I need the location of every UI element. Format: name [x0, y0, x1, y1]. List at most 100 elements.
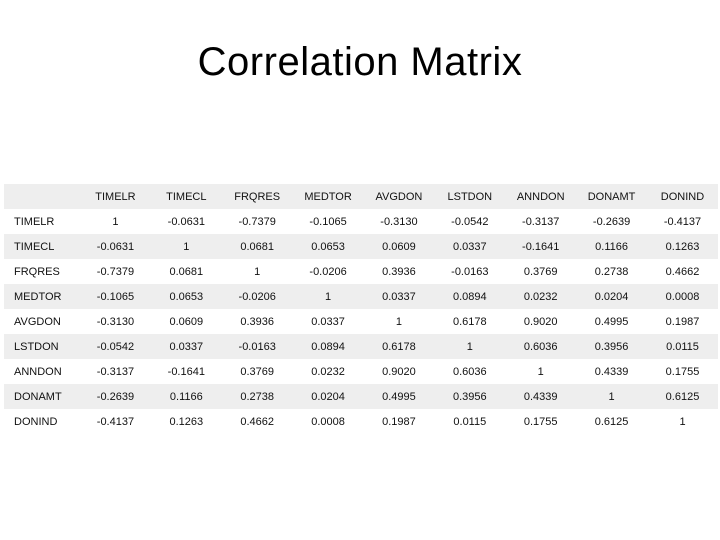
table-cell: 0.0204	[311, 390, 345, 403]
table-row: DONIND -0.4137 0.1263 0.4662 0.0008 0.1987 0.0…	[4, 409, 718, 434]
table-cell: -0.7379	[96, 265, 135, 278]
column-header: TIMECL	[166, 190, 207, 203]
table-cell: 0.3769	[240, 365, 275, 378]
table-cell: -0.7379	[238, 215, 276, 228]
row-header: MEDTOR	[14, 290, 62, 303]
table-cell: 0.4662	[665, 265, 700, 278]
table-cell: 1	[183, 240, 190, 253]
table-cell: -0.1065	[96, 290, 135, 303]
table-cell: 0.4995	[594, 315, 629, 328]
column-header: DONIND	[660, 190, 705, 203]
table-cell: 0.1755	[523, 415, 558, 428]
table-cell: 0.6178	[452, 315, 487, 328]
table-cell: 0.9020	[523, 315, 558, 328]
row-header: DONIND	[14, 415, 58, 428]
table-cell: 1	[395, 315, 402, 328]
table-cell: -0.3137	[522, 215, 560, 228]
table-row: LSTDON -0.0542 0.0337 -0.0163 0.0894 0.6178 1 0…	[4, 334, 718, 359]
table-row: DONAMT -0.2639 0.1166 0.2738 0.0204 0.4995 0.3…	[4, 384, 718, 409]
table-row: MEDTOR -0.1065 0.0653 -0.0206 1 0.0337 0.0894 0…	[4, 284, 718, 309]
table-cell: 0.3956	[452, 390, 487, 403]
column-header: DONAMT	[587, 190, 636, 203]
table-cell: -0.3137	[96, 365, 135, 378]
table-cell: 0.1166	[169, 390, 203, 403]
column-header: FRQRES	[234, 190, 281, 203]
table-header: TIMELR TIMECL FRQRES MEDTOR AVGDON LSTDON ANND…	[4, 184, 718, 209]
table-cell: 0.1166	[595, 240, 628, 253]
table-cell: -0.4137	[96, 415, 135, 428]
table-cell: 0.1755	[665, 365, 700, 378]
table-cell: 1	[325, 290, 332, 303]
corner-cell	[4, 184, 80, 209]
table-cell: -0.0631	[167, 215, 205, 228]
table-cell: 0.0008	[665, 290, 700, 303]
table-cell: 0.3936	[382, 265, 416, 278]
column-header: TIMELR	[95, 190, 136, 203]
page-title: Correlation Matrix	[197, 40, 523, 84]
table-row: TIMECL -0.0631 1 0.0681 0.0653 0.0609 0.0337 -0…	[4, 234, 718, 259]
table-cell: 0.0337	[452, 240, 487, 253]
table-cell: -0.1641	[522, 240, 560, 253]
table-cell: -0.1641	[167, 365, 205, 378]
table-row: AVGDON -0.3130 0.0609 0.3936 0.0337 1 0.6178 0.…	[4, 309, 718, 334]
table-cell: 0.0204	[594, 290, 629, 303]
column-header: ANNDON	[516, 190, 565, 203]
table-row: FRQRES -0.7379 0.0681 1 -0.0206 0.3936 -0.0163…	[4, 259, 718, 284]
table-cell: 0.2738	[240, 390, 275, 403]
table-cell: 1	[537, 365, 544, 378]
table-cell: 0.9020	[382, 365, 416, 378]
table-cell: 0.1987	[382, 415, 416, 428]
table-cell: 0.0653	[169, 290, 204, 303]
table-cell: 0.4339	[523, 390, 558, 403]
table-body: TIMELR 1 -0.0631 -0.7379 -0.1065 -0.3130 -0.05…	[4, 209, 718, 434]
table-cell: -0.0631	[96, 240, 135, 253]
table-cell: 0.1263	[169, 415, 204, 428]
row-header: TIMELR	[14, 215, 55, 228]
table-cell: 0.3769	[523, 265, 558, 278]
table-cell: 0.4662	[240, 415, 275, 428]
table-row: TIMELR 1 -0.0631 -0.7379 -0.1065 -0.3130 -0.05…	[4, 209, 718, 234]
table-cell: 0.0894	[452, 290, 487, 303]
table-cell: 1	[466, 340, 473, 353]
table-cell: 0.6125	[665, 390, 700, 403]
table-cell: 1	[679, 415, 686, 428]
table-row: ANNDON -0.3137 -0.1641 0.3769 0.0232 0.9020 0.…	[4, 359, 718, 384]
table-cell: 0.0115	[666, 340, 699, 353]
table-cell: 0.6178	[382, 340, 416, 353]
table-cell: -0.0206	[309, 265, 347, 278]
table-cell: 0.0681	[169, 265, 204, 278]
table-cell: 0.2738	[594, 265, 629, 278]
table-cell: 0.0232	[311, 365, 345, 378]
table-cell: 1	[254, 265, 261, 278]
table-cell: -0.1065	[309, 215, 347, 228]
table-cell: 0.0337	[169, 340, 204, 353]
row-header: ANNDON	[14, 365, 62, 378]
table-cell: 0.0337	[311, 315, 345, 328]
table-cell: -0.2639	[96, 390, 135, 403]
table-cell: 0.0337	[382, 290, 416, 303]
table-cell: 0.6036	[452, 365, 487, 378]
column-header: AVGDON	[375, 190, 423, 203]
table-cell: -0.2639	[592, 215, 631, 228]
table-cell: 1	[608, 390, 615, 403]
column-header: LSTDON	[447, 190, 493, 203]
table-cell: -0.0206	[238, 290, 276, 303]
table-cell: 0.1263	[665, 240, 700, 253]
table-cell: -0.4137	[663, 215, 702, 228]
table-cell: -0.0163	[238, 340, 276, 353]
table-cell: 0.3956	[594, 340, 629, 353]
table-cell: 1	[112, 215, 119, 228]
row-header: AVGDON	[14, 315, 61, 328]
table-cell: 0.3936	[240, 315, 275, 328]
table-cell: 0.0115	[453, 415, 487, 428]
row-header: TIMECL	[14, 240, 55, 253]
table-cell: 0.0653	[311, 240, 345, 253]
row-header: DONAMT	[14, 390, 62, 403]
table-cell: -0.0163	[451, 265, 489, 278]
table-cell: 0.6036	[523, 340, 558, 353]
correlation-matrix: TIMELR TIMECL FRQRES MEDTOR AVGDON LSTDON ANND…	[4, 184, 718, 434]
table-cell: -0.0542	[96, 340, 135, 353]
table-cell: 0.0232	[523, 290, 558, 303]
table-cell: -0.3130	[380, 215, 418, 228]
correlation-table: TIMELR TIMECL FRQRES MEDTOR AVGDON LSTDON ANND…	[4, 184, 718, 434]
